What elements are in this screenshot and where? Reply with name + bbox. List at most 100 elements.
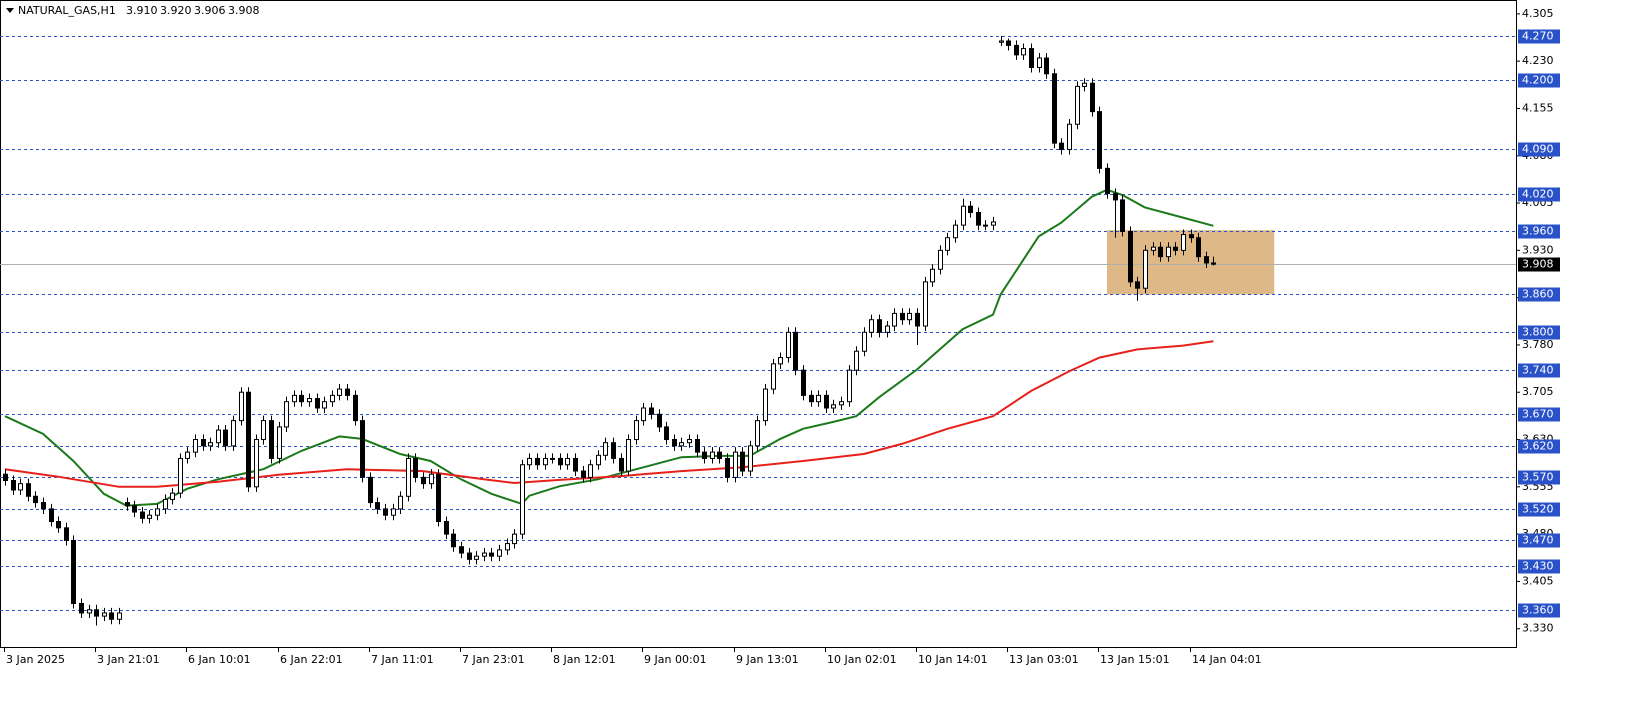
candle-body xyxy=(292,394,297,403)
candle-body xyxy=(223,429,228,447)
y-tick-label: 4.305 xyxy=(1522,7,1554,20)
candle-body xyxy=(717,451,722,459)
level-label: 4.020 xyxy=(1522,188,1554,201)
y-tick-label: 3.930 xyxy=(1522,243,1554,256)
candle-body xyxy=(1151,246,1156,251)
candle-body xyxy=(1181,234,1186,251)
candle-body xyxy=(147,514,152,519)
y-tick-label: 4.155 xyxy=(1522,101,1554,114)
candle-body xyxy=(429,473,434,485)
level-label: 3.620 xyxy=(1522,440,1554,453)
level-label: 4.270 xyxy=(1522,30,1554,43)
candle-body xyxy=(497,549,502,557)
candle-body xyxy=(140,511,145,519)
menu-arrow[interactable] xyxy=(6,8,14,13)
candle-body xyxy=(923,281,928,327)
candle-body xyxy=(1135,281,1140,289)
candle-body xyxy=(94,609,99,617)
x-tick-label: 6 Jan 22:01 xyxy=(280,653,343,666)
candle-body xyxy=(664,426,669,441)
level-label-bg xyxy=(1518,187,1560,202)
candle-body xyxy=(679,442,684,447)
candle-body xyxy=(337,388,342,396)
candle-body xyxy=(1006,40,1011,46)
candle-body xyxy=(1166,246,1171,258)
candle-body xyxy=(117,612,122,620)
candle-body xyxy=(1196,237,1201,258)
level-label: 3.860 xyxy=(1522,288,1554,301)
candle-body xyxy=(170,492,175,500)
candle-body xyxy=(1173,246,1178,251)
candle-body xyxy=(383,508,388,516)
candle-body xyxy=(558,457,563,466)
x-tick-label: 14 Jan 04:01 xyxy=(1192,653,1262,666)
candle-body xyxy=(3,473,8,482)
candle-body xyxy=(345,388,350,396)
candle-body xyxy=(239,391,244,422)
candle-body xyxy=(307,398,312,403)
level-label: 3.570 xyxy=(1522,471,1554,484)
moving-average xyxy=(4,340,1214,488)
candle-body xyxy=(930,268,935,283)
candle-body xyxy=(657,413,662,428)
candle-body xyxy=(915,312,920,327)
candle-body xyxy=(755,420,760,447)
candle-body xyxy=(505,543,510,551)
candle-body xyxy=(41,502,46,510)
candle-body xyxy=(178,457,183,494)
candle-body xyxy=(482,552,487,557)
candle-body xyxy=(885,325,890,333)
candle-body xyxy=(543,457,548,466)
candle-body xyxy=(641,407,646,422)
candle-body xyxy=(588,464,593,478)
candle-body xyxy=(56,521,61,529)
level-label-bg xyxy=(1518,502,1560,517)
candle-body xyxy=(999,40,1004,43)
candle-body xyxy=(406,457,411,497)
candle-body xyxy=(467,552,472,560)
x-tick-label: 9 Jan 13:01 xyxy=(736,653,799,666)
candle-body xyxy=(1189,234,1194,239)
candle-body xyxy=(938,249,943,270)
candle-body xyxy=(1021,48,1026,56)
candle-body xyxy=(1075,85,1080,125)
candle-body xyxy=(793,331,798,371)
candle-body xyxy=(1204,256,1209,264)
candle-body xyxy=(535,457,540,466)
candle-body xyxy=(733,451,738,478)
candle-body xyxy=(277,426,282,459)
candle-body xyxy=(132,505,137,513)
candle-body xyxy=(391,508,396,516)
candle-body xyxy=(102,612,107,617)
level-label: 3.360 xyxy=(1522,604,1554,617)
symbol: NATURAL_GAS,H1 xyxy=(18,4,116,17)
x-tick-label: 13 Jan 03:01 xyxy=(1009,653,1079,666)
candle-body xyxy=(201,439,206,447)
candle-body xyxy=(375,502,380,510)
candle-body xyxy=(687,439,692,444)
x-tick-label: 7 Jan 11:01 xyxy=(371,653,434,666)
header-low: 3.906 xyxy=(194,4,226,17)
candle-body xyxy=(565,457,570,466)
candle-body xyxy=(79,602,84,614)
candle-body xyxy=(945,237,950,251)
candle-body xyxy=(269,420,274,459)
candle-body xyxy=(710,451,715,459)
candle-body xyxy=(315,398,320,409)
highlight-zone xyxy=(1107,230,1275,295)
candle-body xyxy=(360,420,365,478)
candle-body xyxy=(725,457,730,478)
candle-body xyxy=(527,457,532,466)
candle-body xyxy=(155,508,160,516)
candle-body xyxy=(907,312,912,321)
candle-body xyxy=(786,331,791,359)
candle-body xyxy=(1211,262,1216,265)
candle-body xyxy=(368,476,373,504)
header-open: 3.910 xyxy=(126,4,158,17)
candle-body xyxy=(649,407,654,415)
candle-body xyxy=(619,457,624,472)
candle-body xyxy=(1059,142,1064,150)
candle-body xyxy=(261,420,266,441)
candle-body xyxy=(892,312,897,327)
level-label-bg xyxy=(1518,559,1560,574)
